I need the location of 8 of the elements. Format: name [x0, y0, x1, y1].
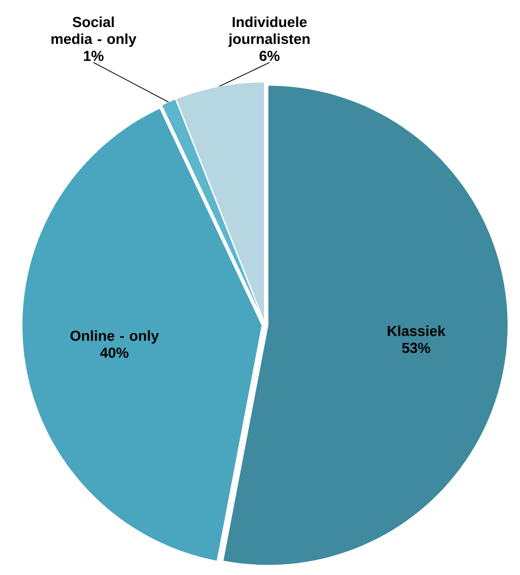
- data-label: 40%: [100, 348, 128, 358]
- data-label: 53%: [402, 342, 430, 354]
- data-label: 1%: [84, 50, 104, 61]
- slice-label: Social media - only: [52, 16, 136, 47]
- data-label: 6%: [260, 50, 280, 61]
- slice-label: Online - only: [70, 330, 159, 344]
- slice-label: Individuele journalisten: [228, 16, 310, 47]
- slice-label: Klassiek: [388, 326, 446, 336]
